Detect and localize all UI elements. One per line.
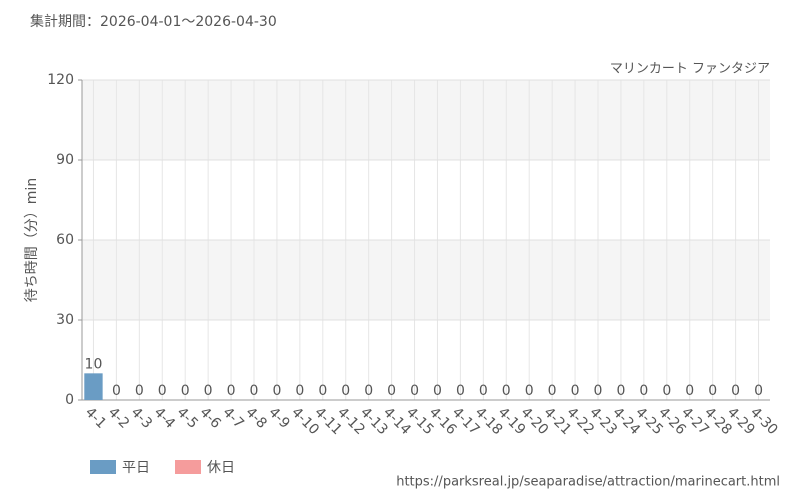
y-tick-label: 120 [47,72,74,88]
chart-title: 集計期間：2026-04-01～2026-04-30 [30,13,277,30]
value-label: 0 [662,383,671,399]
value-label: 0 [616,383,625,399]
y-tick-label: 60 [56,232,74,248]
grid-band [82,240,770,320]
value-label: 0 [731,383,740,399]
x-tick-label: 4-7 [219,404,246,431]
value-label: 0 [364,383,373,399]
legend-label: 平日 [122,460,150,476]
value-label: 0 [181,383,190,399]
value-label: 10 [85,356,103,372]
value-label: 0 [410,383,419,399]
x-tick-label: 4-9 [265,404,292,431]
value-label: 0 [135,383,144,399]
chart-subtitle: マリンカート ファンタジア [610,62,770,77]
x-tick-label: 4-6 [196,404,224,432]
value-label: 0 [548,383,557,399]
y-tick-label: 90 [56,152,74,168]
x-tick-label: 4-4 [151,404,179,432]
source-url: https://parksreal.jp/seaparadise/attract… [396,475,780,490]
value-label: 0 [639,383,648,399]
value-label: 0 [272,383,281,399]
x-tick-label: 4-2 [105,404,132,431]
value-label: 0 [158,383,167,399]
grid-band [82,80,770,160]
value-label: 0 [295,383,304,399]
value-label: 0 [318,383,327,399]
x-tick-label: 4-1 [82,404,109,431]
y-axis-label: 待ち時間（分）min [24,178,40,302]
value-label: 0 [250,383,259,399]
value-label: 0 [387,383,396,399]
value-label: 0 [433,383,442,399]
value-label: 0 [204,383,213,399]
value-label: 0 [685,383,694,399]
value-label: 0 [456,383,465,399]
value-label: 0 [502,383,511,399]
value-label: 0 [479,383,488,399]
legend-label: 休日 [207,460,235,476]
x-tick-label: 4-5 [174,404,201,431]
x-tick-label: 4-8 [242,404,269,431]
value-label: 0 [708,383,717,399]
legend-swatch [90,460,116,474]
value-label: 0 [112,383,121,399]
value-label: 0 [594,383,603,399]
value-label: 0 [341,383,350,399]
y-tick-label: 30 [56,312,74,328]
legend-swatch [175,460,201,474]
value-label: 0 [754,383,763,399]
value-label: 0 [525,383,534,399]
value-label: 0 [571,383,580,399]
x-tick-label: 4-3 [128,404,155,431]
y-tick-label: 0 [65,392,74,408]
bar [84,373,103,400]
value-label: 0 [227,383,236,399]
